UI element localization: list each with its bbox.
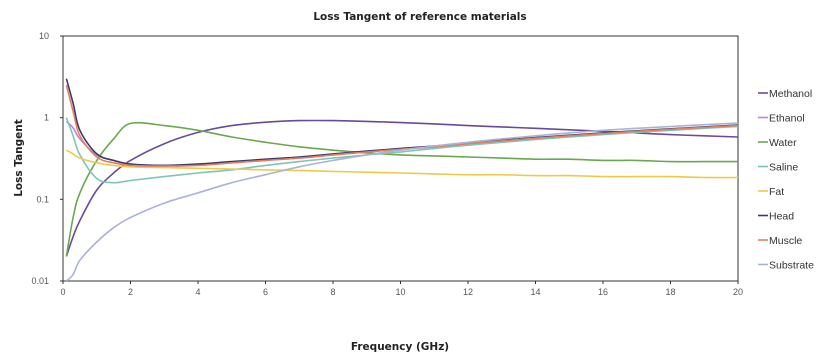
x-tick-label: 2 bbox=[128, 287, 133, 297]
y-axis-label: Loss Tangent bbox=[13, 119, 25, 197]
legend-label-substrate: Substrate bbox=[769, 260, 814, 272]
x-tick-label: 12 bbox=[463, 287, 473, 297]
legend-label-methanol: Methanol bbox=[769, 88, 812, 100]
x-axis-ticks: 0 2 4 6 8 10 12 14 16 18 20 bbox=[60, 281, 743, 297]
series-line-saline bbox=[65, 117, 739, 184]
legend-label-saline: Saline bbox=[769, 162, 798, 174]
y-tick-label: 1 bbox=[44, 113, 49, 123]
legend-label-water: Water bbox=[769, 137, 797, 149]
y-tick-label: 10 bbox=[39, 31, 49, 41]
y-axis-ticks: 0.01 0.1 1 10 bbox=[31, 31, 63, 286]
legend-label-head: Head bbox=[769, 211, 794, 223]
y-tick-label: 0.1 bbox=[36, 194, 49, 204]
y-tick-label: 0.01 bbox=[31, 276, 49, 286]
legend-label-ethanol: Ethanol bbox=[769, 113, 805, 125]
x-tick-label: 20 bbox=[733, 287, 743, 297]
x-tick-label: 18 bbox=[665, 287, 675, 297]
legend-label-muscle: Muscle bbox=[769, 235, 802, 247]
x-tick-label: 10 bbox=[395, 287, 405, 297]
x-axis-label: Frequency (GHz) bbox=[351, 341, 449, 353]
series-line-water bbox=[65, 121, 738, 257]
series-line-methanol bbox=[65, 119, 739, 257]
x-tick-label: 6 bbox=[263, 287, 268, 297]
x-tick-label: 16 bbox=[598, 287, 608, 297]
legend: Methanol Ethanol Water Saline Fat Head Muscle S… bbox=[758, 88, 814, 272]
x-tick-label: 0 bbox=[60, 287, 65, 297]
x-tick-label: 8 bbox=[330, 287, 335, 297]
series-lines bbox=[65, 78, 739, 282]
series-line-substrate bbox=[65, 122, 739, 282]
legend-label-fat: Fat bbox=[769, 186, 784, 198]
x-tick-label: 4 bbox=[195, 287, 200, 297]
plot-frame bbox=[62, 35, 739, 282]
series-line-fat bbox=[66, 149, 739, 179]
series-line-muscle bbox=[65, 85, 739, 167]
x-tick-label: 14 bbox=[530, 287, 540, 297]
chart-title: Loss Tangent of reference materials bbox=[313, 11, 526, 23]
